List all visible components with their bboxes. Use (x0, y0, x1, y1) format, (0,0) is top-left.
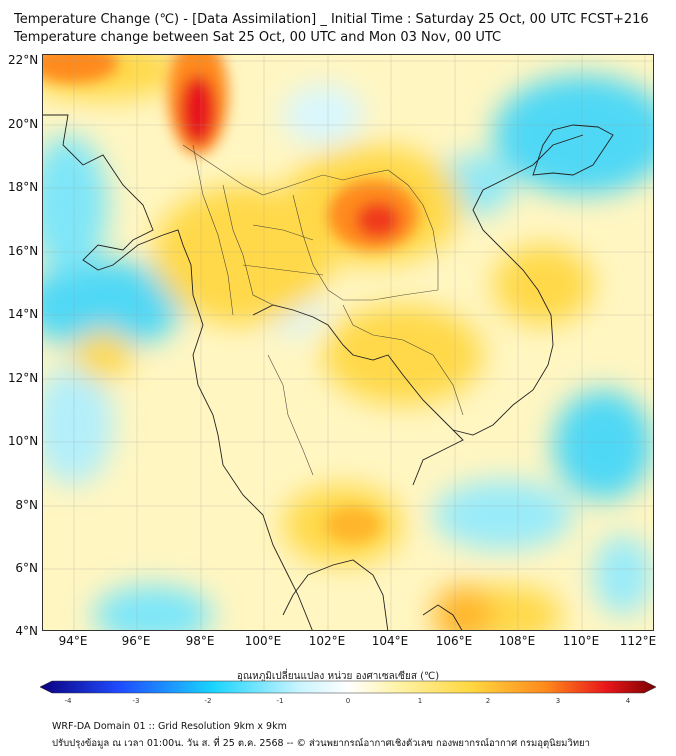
colorbar-tick: -3 (132, 697, 140, 705)
temperature-field (43, 55, 653, 630)
lon-label: 110°E (562, 634, 600, 648)
colorbar-gradient (40, 680, 656, 694)
map-canvas (43, 55, 653, 630)
lat-label: 14°N (8, 307, 39, 321)
lon-label: 102°E (308, 634, 346, 648)
lon-label: 96°E (121, 634, 151, 648)
lon-label: 112°E (619, 634, 657, 648)
colorbar-tick: 2 (485, 697, 491, 705)
lat-label: 18°N (8, 180, 39, 194)
colorbar-tick: -2 (204, 697, 212, 705)
colorbar-tick: 1 (417, 697, 423, 705)
colorbar-tick: 4 (625, 697, 631, 705)
map-title: Temperature Change (℃) - [Data Assimilat… (14, 12, 649, 27)
colorbar-tick: -4 (64, 697, 72, 705)
lat-label: 12°N (8, 371, 39, 385)
temperature-hotspots (43, 55, 418, 543)
lon-label: 108°E (498, 634, 536, 648)
lat-label: 16°N (8, 244, 39, 258)
lat-label: 8°N (15, 498, 38, 512)
colorbar-tick: 0 (345, 697, 351, 705)
graticule (43, 55, 653, 630)
lat-label: 10°N (8, 434, 39, 448)
lon-label: 98°E (185, 634, 215, 648)
admin-boundaries (182, 144, 464, 476)
lat-label: 4°N (15, 624, 38, 638)
footer-model-info: WRF-DA Domain 01 :: Grid Resolution 9km … (52, 721, 287, 732)
lon-label: 100°E (244, 634, 282, 648)
coastlines (43, 114, 614, 630)
lon-label: 104°E (371, 634, 409, 648)
lat-label: 20°N (8, 117, 39, 131)
colorbar-tick: -1 (276, 697, 284, 705)
lat-label: 22°N (8, 53, 39, 67)
footer-credit: ปรับปรุงข้อมูล ณ เวลา 01:00น. วัน ส. ที่… (52, 738, 590, 749)
colorbar-tick: 3 (555, 697, 561, 705)
map-subtitle: Temperature change between Sat 25 Oct, 0… (14, 30, 502, 45)
lat-label: 6°N (15, 561, 38, 575)
colorbar (40, 680, 656, 694)
lon-label: 94°E (58, 634, 88, 648)
colorbar-title: อุณหภูมิเปลี่ยนแปลง หน่วย องศาเซลเซียส (… (236, 671, 440, 682)
lon-label: 106°E (435, 634, 473, 648)
temperature-change-map (42, 54, 654, 631)
